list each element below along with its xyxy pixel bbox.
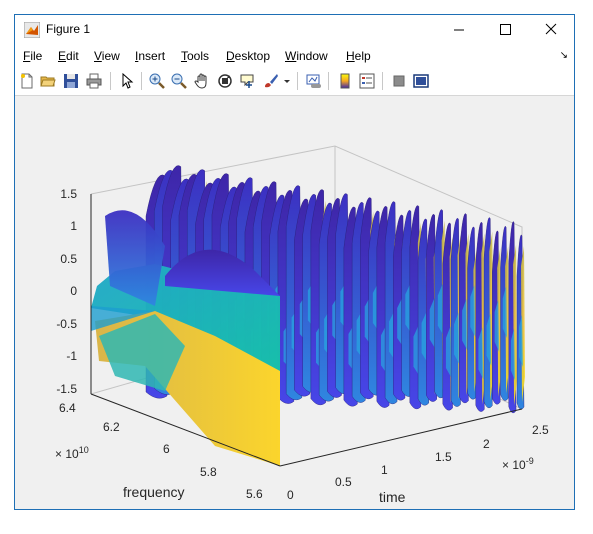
dock-arrow-icon[interactable]: ↘ bbox=[559, 50, 568, 61]
menu-desktop[interactable]: Desktop bbox=[226, 49, 271, 63]
y-tick: 5.8 bbox=[200, 465, 217, 479]
print-icon[interactable] bbox=[86, 73, 102, 89]
figure-toolbar bbox=[15, 67, 574, 96]
surface-mid bbox=[470, 285, 476, 337]
title-bar: Figure 1 bbox=[15, 15, 574, 45]
surface-mid bbox=[445, 326, 452, 378]
x-tick: 2 bbox=[483, 437, 490, 451]
data-cursor-icon[interactable] bbox=[240, 73, 256, 89]
close-icon bbox=[545, 23, 557, 35]
axes-box-front bbox=[90, 194, 523, 467]
surface-mid bbox=[494, 300, 500, 352]
surface-plot-3d[interactable]: 1.5 1 0.5 0 -0.5 -1 -1.5 6.4 6.2 6 5.8 5… bbox=[15, 96, 574, 509]
toolbar-separator bbox=[382, 72, 383, 90]
toolbar-separator bbox=[141, 72, 142, 90]
surface-mid bbox=[454, 312, 460, 365]
save-icon[interactable] bbox=[63, 73, 79, 89]
x-exponent: × 10-9 bbox=[502, 456, 534, 472]
menu-help[interactable]: Help bbox=[346, 49, 371, 63]
x-tick: 0.5 bbox=[335, 475, 352, 489]
surface-mid bbox=[429, 297, 436, 350]
menu-window[interactable]: Window bbox=[285, 49, 328, 63]
minimize-button[interactable] bbox=[436, 15, 482, 45]
surface-crest bbox=[505, 246, 510, 394]
zoom-out-icon[interactable] bbox=[171, 73, 187, 89]
surface-mid bbox=[486, 313, 492, 366]
z-tick: -1.5 bbox=[56, 382, 77, 396]
toolbar-separator bbox=[328, 72, 329, 90]
x-tick: 2.5 bbox=[532, 423, 549, 437]
z-tick: 1.5 bbox=[60, 187, 77, 201]
surface-mesh bbox=[145, 165, 525, 414]
menu-insert[interactable]: Insert bbox=[135, 49, 166, 63]
show-plot-tools-icon[interactable] bbox=[413, 73, 429, 89]
x-tick: 1.5 bbox=[435, 450, 452, 464]
matlab-app-icon bbox=[24, 22, 40, 38]
colorbar-icon[interactable] bbox=[337, 73, 353, 89]
figure-window: Figure 1 File Edit View Insert Tools Des… bbox=[14, 14, 575, 510]
z-tick: 1 bbox=[70, 219, 77, 233]
x-tick: 0 bbox=[287, 488, 294, 502]
menu-bar: File Edit View Insert Tools Desktop Wind… bbox=[15, 45, 574, 67]
maximize-icon bbox=[500, 24, 511, 35]
y-tick: 6.4 bbox=[59, 401, 76, 415]
z-axis: 1.5 1 0.5 0 -0.5 -1 -1.5 bbox=[56, 187, 77, 396]
zoom-in-icon[interactable] bbox=[149, 73, 165, 89]
menu-file[interactable]: File bbox=[23, 49, 43, 63]
x-tick: 1 bbox=[381, 463, 388, 477]
z-tick: 0.5 bbox=[60, 252, 77, 266]
surface-mid bbox=[510, 328, 516, 381]
pointer-icon[interactable] bbox=[119, 73, 135, 89]
surface-mid bbox=[437, 283, 444, 336]
plot-area[interactable]: 1.5 1 0.5 0 -0.5 -1 -1.5 6.4 6.2 6 5.8 5… bbox=[15, 96, 574, 509]
hide-plot-tools-icon[interactable] bbox=[391, 73, 407, 89]
toolbar-separator bbox=[110, 72, 111, 90]
close-button[interactable] bbox=[528, 15, 574, 45]
surface-crest bbox=[497, 248, 502, 397]
y-tick: 5.6 bbox=[246, 487, 263, 501]
surface-mid bbox=[478, 327, 484, 380]
brush-icon[interactable] bbox=[263, 73, 279, 89]
minimize-icon bbox=[454, 29, 464, 31]
menu-view[interactable]: View bbox=[94, 49, 120, 63]
y-axis: 6.4 6.2 6 5.8 5.6 × 1010 frequency bbox=[55, 401, 263, 501]
surface-mid bbox=[519, 315, 523, 367]
x-axis: 0 0.5 1 1.5 2 2.5 × 10-9 time bbox=[287, 423, 549, 505]
surface-mid bbox=[502, 286, 508, 339]
menu-edit[interactable]: Edit bbox=[58, 49, 79, 63]
y-axis-label: frequency bbox=[123, 484, 184, 500]
z-tick: 0 bbox=[70, 284, 77, 298]
rotate-3d-icon[interactable] bbox=[217, 73, 233, 89]
y-exponent: × 1010 bbox=[55, 445, 89, 461]
x-axis-label: time bbox=[379, 489, 406, 505]
menu-tools[interactable]: Tools bbox=[181, 49, 210, 63]
legend-icon[interactable] bbox=[359, 73, 375, 89]
toolbar-separator bbox=[297, 72, 298, 90]
brush-dropdown-icon[interactable] bbox=[283, 73, 291, 89]
surface-mid bbox=[462, 298, 468, 351]
z-tick: -1 bbox=[66, 349, 77, 363]
y-tick: 6.2 bbox=[103, 420, 120, 434]
open-file-icon[interactable] bbox=[40, 73, 56, 89]
surface-front bbox=[91, 210, 280, 466]
window-title: Figure 1 bbox=[46, 22, 91, 36]
pan-icon[interactable] bbox=[194, 73, 210, 89]
link-plot-icon[interactable] bbox=[306, 73, 322, 89]
z-tick: -0.5 bbox=[56, 317, 77, 331]
new-figure-icon[interactable] bbox=[19, 73, 35, 89]
y-tick: 6 bbox=[163, 442, 170, 456]
maximize-button[interactable] bbox=[482, 15, 528, 45]
